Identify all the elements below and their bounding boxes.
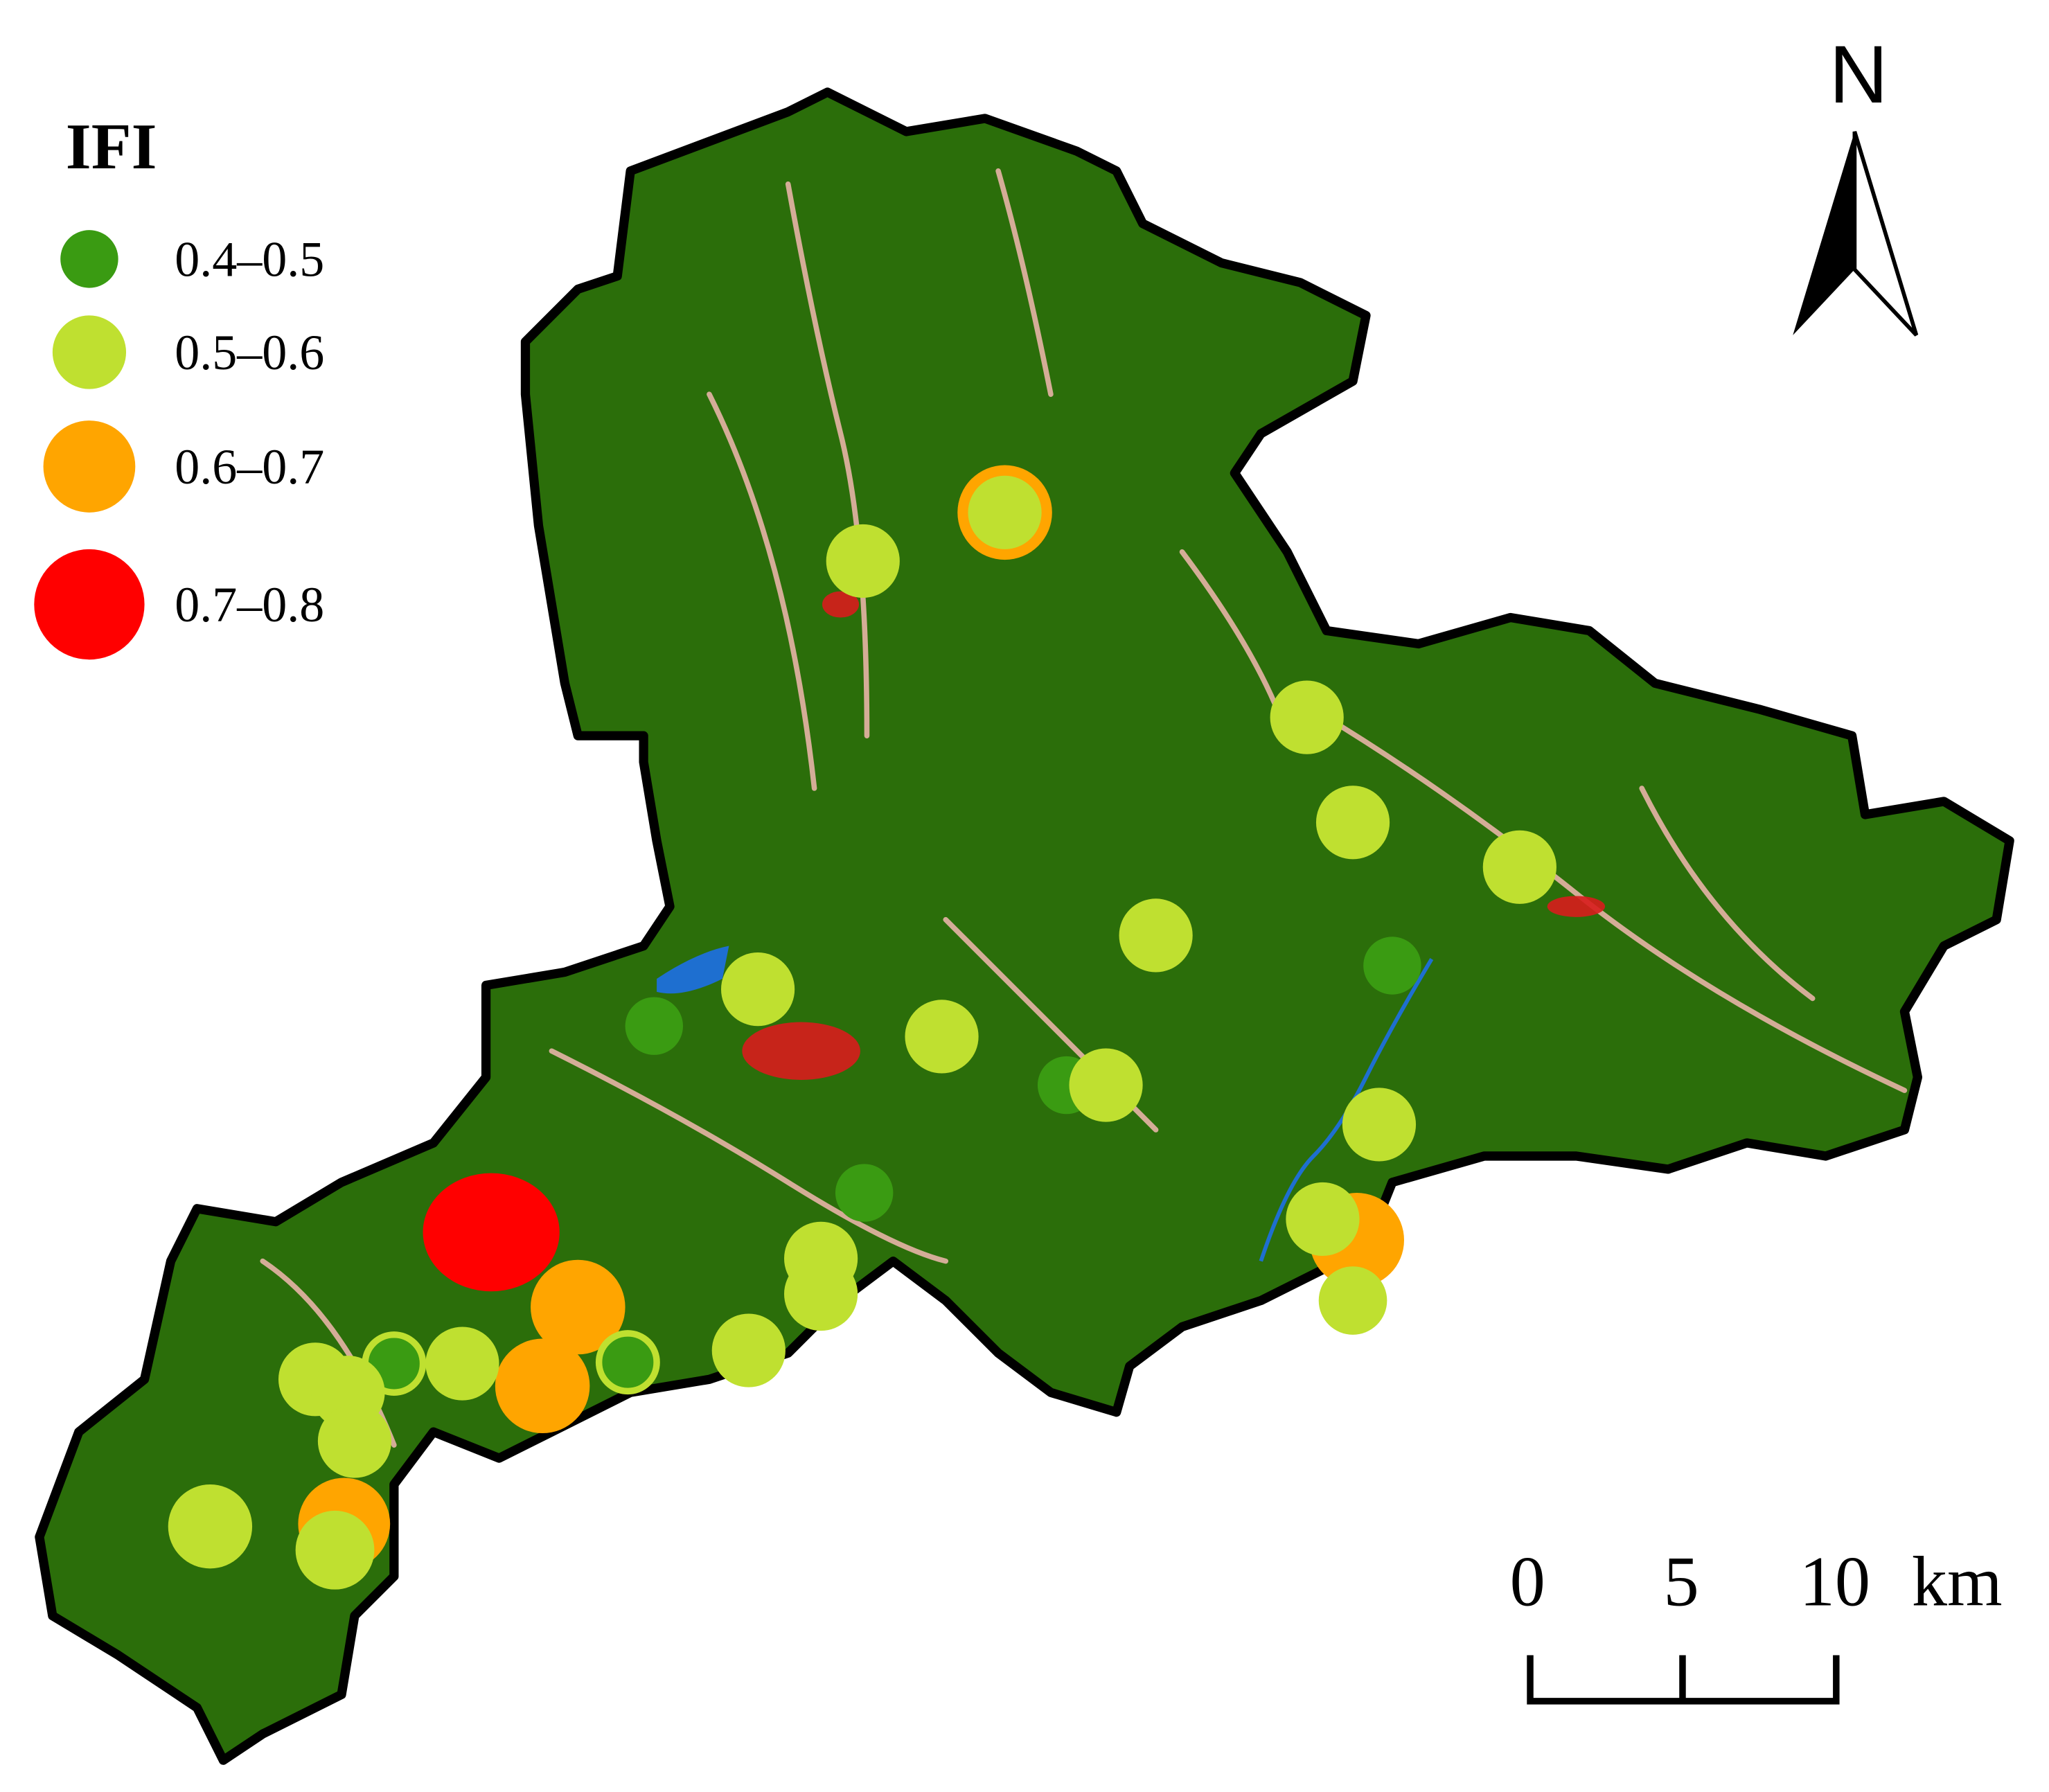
sample-point xyxy=(826,524,900,598)
scale-label: 10 xyxy=(1800,1543,1870,1621)
sample-point xyxy=(1318,1266,1387,1335)
north-arrow-left xyxy=(1793,131,1855,335)
sample-point xyxy=(1315,786,1390,860)
sample-point xyxy=(905,1000,979,1074)
legend-symbol xyxy=(60,230,118,288)
sample-point xyxy=(1119,898,1193,973)
sample-point xyxy=(317,1404,392,1478)
sample-point xyxy=(495,1338,590,1434)
sample-point xyxy=(968,475,1042,549)
scale-label: 5 xyxy=(1663,1543,1698,1621)
sample-point xyxy=(1270,680,1344,754)
legend-symbol xyxy=(43,420,136,513)
sample-point xyxy=(720,952,795,1027)
north-arrow-right xyxy=(1852,131,1919,337)
legend-title: IFI xyxy=(66,110,157,183)
sample-point xyxy=(1286,1182,1360,1257)
legend-label: 0.5–0.6 xyxy=(175,325,324,380)
sample-point xyxy=(531,1259,626,1355)
sample-point xyxy=(1363,937,1421,995)
sample-point xyxy=(835,1164,894,1222)
sample-point xyxy=(784,1257,858,1331)
sample-point xyxy=(423,1173,560,1292)
sample-point xyxy=(1482,830,1556,904)
north-label: N xyxy=(1829,29,1888,120)
sample-point xyxy=(595,1330,660,1395)
scale-bar xyxy=(1527,1655,1840,1705)
urban-area xyxy=(742,591,1606,1080)
sample-point xyxy=(625,997,683,1055)
legend-label: 0.4–0.5 xyxy=(175,232,324,287)
sample-point xyxy=(1069,1048,1143,1122)
legend-label: 0.7–0.8 xyxy=(175,577,324,632)
sample-point xyxy=(425,1327,499,1401)
river xyxy=(1259,958,1434,1262)
sample-point xyxy=(295,1510,375,1590)
sample-point xyxy=(168,1484,253,1569)
reservoir xyxy=(657,946,729,994)
legend-label: 0.6–0.7 xyxy=(175,439,324,495)
legend-symbol xyxy=(52,315,127,389)
sample-point xyxy=(1342,1088,1417,1162)
scale-unit: km xyxy=(1912,1543,2003,1621)
sample-point xyxy=(711,1313,786,1387)
scale-label: 0 xyxy=(1510,1543,1545,1621)
legend-symbol xyxy=(34,549,145,660)
